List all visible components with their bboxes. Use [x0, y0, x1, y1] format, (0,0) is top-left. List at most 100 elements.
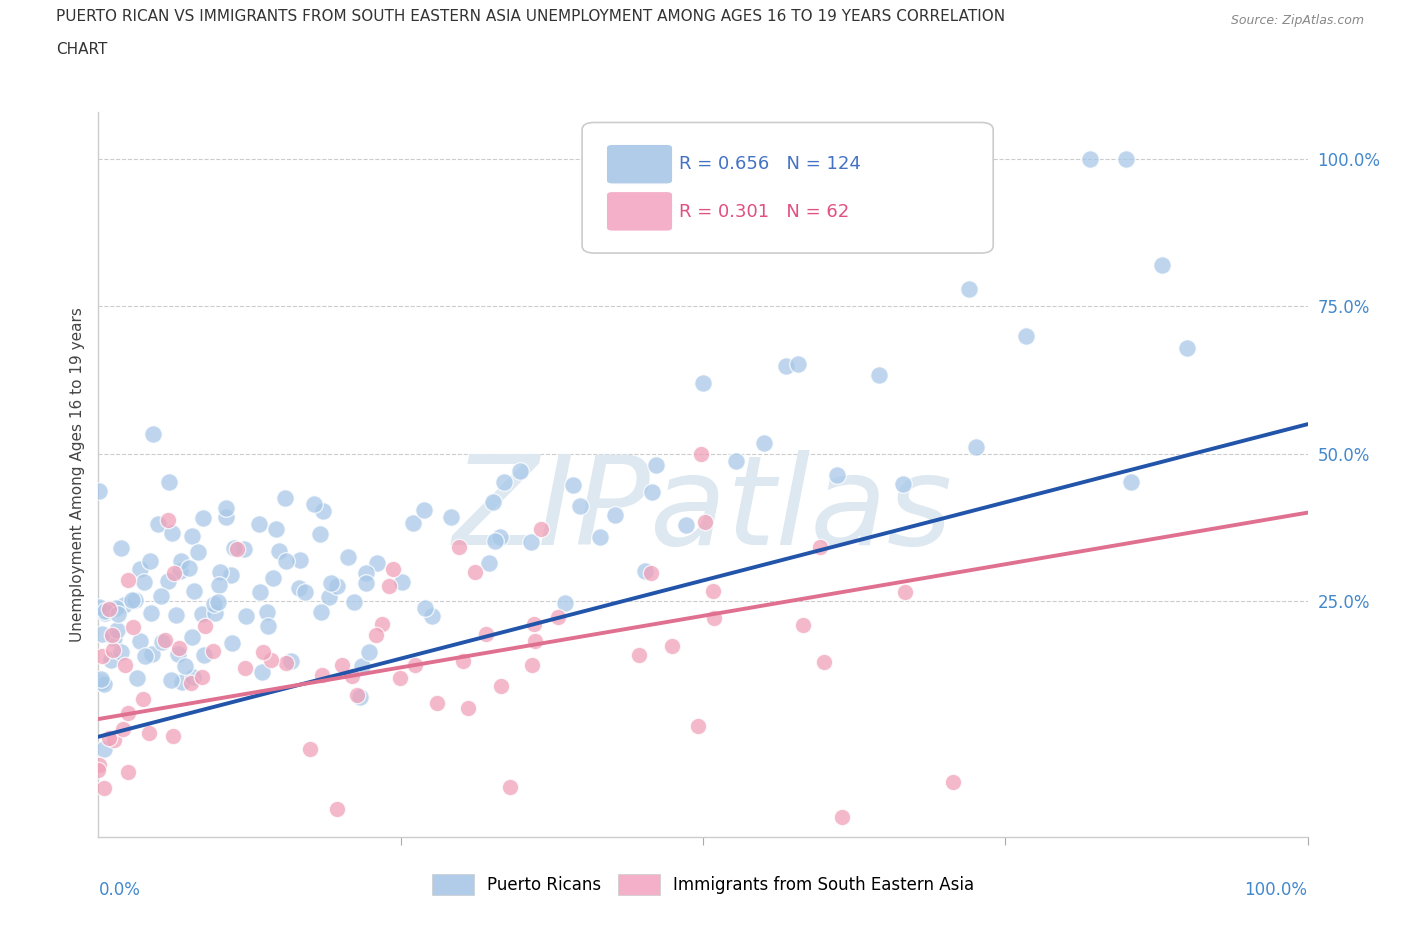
Point [117, 706, 139, 721]
Point [364, 628, 387, 643]
Point [478, 556, 501, 571]
Point [157, 574, 180, 589]
Point [193, 647, 215, 662]
Point [675, 518, 697, 533]
Point [280, 653, 302, 668]
Point [257, 618, 280, 633]
Point [294, 584, 316, 599]
Point [90, 674, 112, 689]
Point [183, 670, 205, 684]
Point [177, 561, 200, 576]
Point [191, 511, 214, 525]
Point [252, 644, 274, 659]
Point [139, 553, 162, 568]
Point [356, 576, 378, 591]
Point [87, 484, 110, 498]
Point [299, 741, 322, 756]
Point [87, 757, 110, 772]
Point [94, 604, 117, 618]
Point [359, 644, 381, 659]
Point [509, 464, 531, 479]
Point [129, 634, 152, 649]
Point [336, 550, 359, 565]
Point [180, 529, 202, 544]
Point [264, 521, 287, 536]
Point [276, 553, 298, 568]
Point [131, 691, 153, 706]
Point [204, 605, 226, 620]
Point [233, 661, 256, 676]
Point [868, 367, 890, 382]
Point [107, 606, 129, 621]
Point [813, 655, 835, 670]
Point [957, 281, 980, 296]
Point [831, 809, 853, 824]
Point [321, 576, 343, 591]
Point [489, 530, 512, 545]
Point [142, 427, 165, 442]
Point [207, 595, 229, 610]
Point [247, 517, 270, 532]
Point [93, 677, 115, 692]
Point [101, 628, 124, 643]
Point [561, 478, 583, 493]
Point [87, 600, 110, 615]
Point [792, 618, 814, 632]
Point [457, 700, 479, 715]
Point [415, 601, 437, 616]
Point [87, 763, 110, 777]
Point [288, 580, 311, 595]
Point [891, 477, 914, 492]
Point [640, 565, 662, 580]
Point [402, 515, 425, 530]
Point [942, 774, 965, 789]
Point [440, 510, 463, 525]
Point [475, 626, 498, 641]
FancyBboxPatch shape [606, 144, 672, 184]
Text: ZIPatlas: ZIPatlas [453, 450, 953, 571]
Point [519, 535, 541, 550]
Point [787, 357, 810, 372]
Point [752, 436, 775, 451]
Point [693, 514, 716, 529]
Point [180, 630, 202, 644]
Point [686, 719, 709, 734]
Point [104, 600, 127, 615]
Text: R = 0.301   N = 62: R = 0.301 N = 62 [679, 203, 849, 220]
Point [121, 592, 143, 607]
Point [524, 633, 547, 648]
Point [149, 589, 172, 604]
Point [554, 595, 576, 610]
Point [208, 578, 231, 593]
Point [232, 541, 254, 556]
Point [1115, 152, 1137, 166]
Point [702, 584, 724, 599]
Point [484, 534, 506, 549]
Point [349, 690, 371, 705]
Point [350, 659, 373, 674]
Point [641, 485, 664, 499]
Point [114, 658, 136, 672]
Point [569, 498, 592, 513]
Point [661, 639, 683, 654]
Point [627, 648, 650, 663]
Point [202, 597, 225, 612]
Point [187, 545, 209, 560]
Point [214, 510, 236, 525]
Point [520, 658, 543, 672]
Point [1175, 340, 1198, 355]
Point [725, 454, 748, 469]
Point [808, 539, 831, 554]
Point [103, 631, 125, 645]
Point [100, 602, 122, 617]
Point [110, 541, 132, 556]
Point [288, 553, 311, 568]
Point [112, 597, 135, 612]
Point [215, 501, 238, 516]
Point [326, 802, 349, 817]
Point [382, 562, 405, 577]
Point [634, 563, 657, 578]
Point [159, 672, 181, 687]
Legend: Puerto Ricans, Immigrants from South Eastern Asia: Puerto Ricans, Immigrants from South Eas… [426, 868, 980, 901]
Point [894, 585, 917, 600]
